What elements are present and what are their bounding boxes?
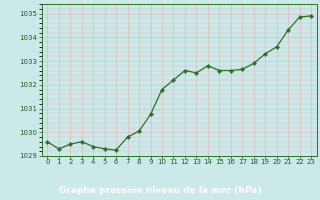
Text: Graphe pression niveau de la mer (hPa): Graphe pression niveau de la mer (hPa)	[59, 186, 261, 195]
